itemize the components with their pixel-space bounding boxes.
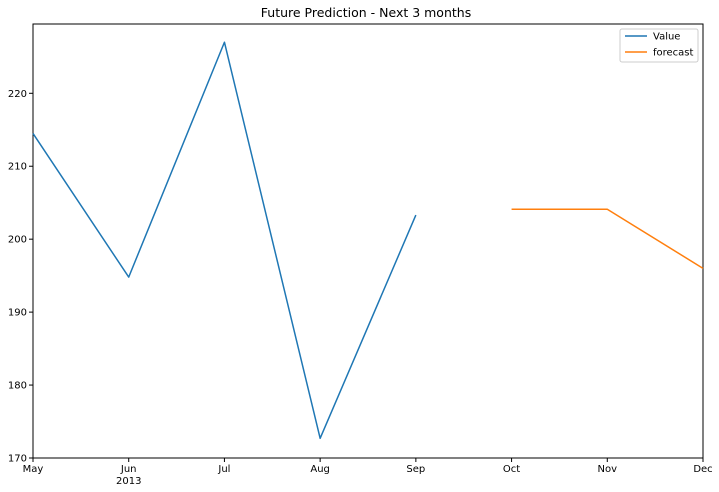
legend-box: [619, 28, 699, 63]
y-axis: 170 180 190 200 210 220: [8, 89, 33, 465]
x-year-label: 2013: [116, 476, 141, 487]
legend: Value forecast: [619, 28, 699, 63]
x-tick-label: Dec: [693, 464, 712, 475]
legend-label-forecast: forecast: [653, 48, 694, 59]
x-tick-label: Jun: [120, 464, 137, 475]
chart-title: Future Prediction - Next 3 months: [261, 5, 471, 20]
x-tick-label: May: [23, 464, 44, 475]
x-tick-label: Oct: [503, 464, 520, 475]
y-tick-label: 200: [8, 235, 27, 246]
plot-frame: [32, 23, 704, 459]
y-tick-label: 180: [8, 381, 27, 392]
y-tick-label: 170: [8, 454, 27, 465]
y-tick-label: 210: [8, 162, 27, 173]
x-tick-label: Sep: [406, 464, 425, 475]
series-line-forecast: [511, 208, 704, 269]
series-layer: [32, 41, 704, 440]
legend-label-value: Value: [653, 32, 680, 43]
x-tick-label: Aug: [310, 464, 330, 475]
y-tick-label: 220: [8, 89, 27, 100]
series-line-value: [32, 41, 417, 440]
x-tick-label: Jul: [217, 464, 230, 475]
x-tick-label: Nov: [598, 464, 618, 475]
y-tick-label: 190: [8, 308, 27, 319]
